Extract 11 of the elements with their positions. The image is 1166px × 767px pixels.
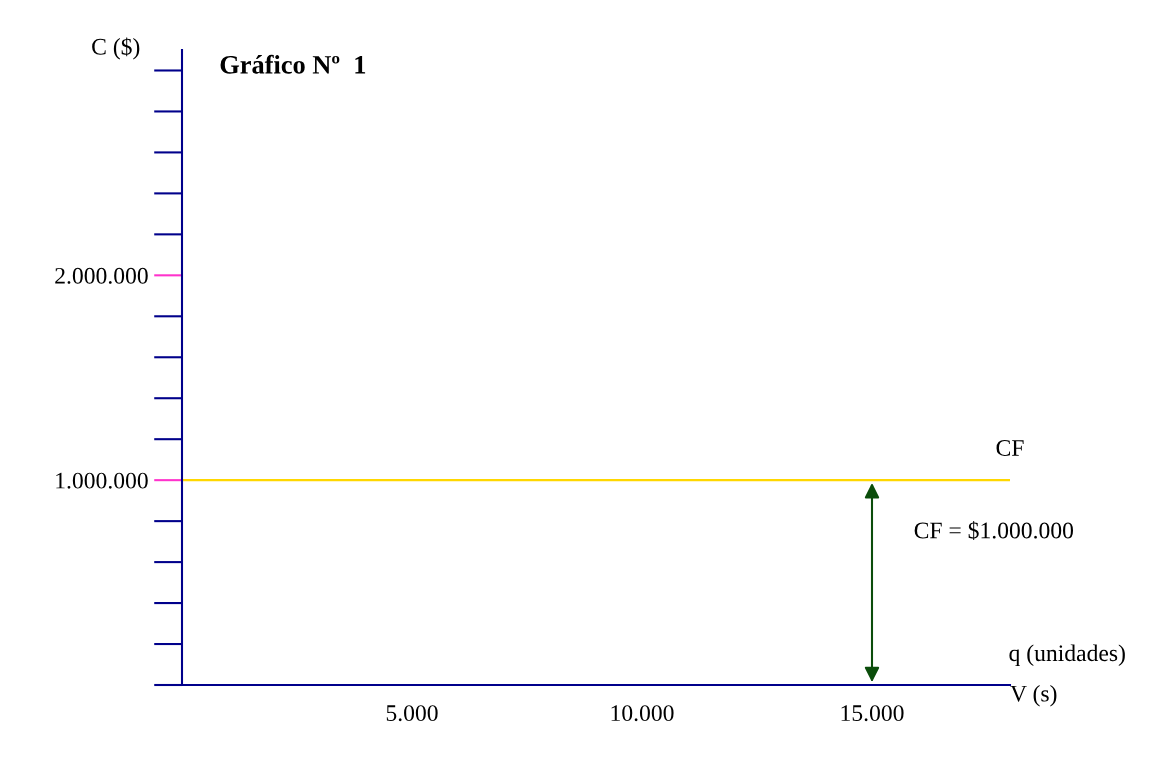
series-label: CF bbox=[996, 440, 1024, 456]
x-tick-label: 5.000 bbox=[386, 705, 438, 722]
annotation: V (s) bbox=[1010, 685, 1057, 707]
x-tick-label: 15.000 bbox=[841, 705, 904, 722]
y-tick-label: 2.000.000 bbox=[55, 267, 148, 284]
chart-title: Gráfico Nº 1 bbox=[220, 54, 366, 74]
x-tick-label: 10.000 bbox=[611, 705, 674, 722]
y-tick-label: 1.000.000 bbox=[56, 472, 148, 489]
y-axis-title: C ($) bbox=[92, 37, 140, 60]
annotation: CF = $1.000.000 bbox=[914, 521, 1074, 541]
x-axis-title: q (unidades) bbox=[1009, 644, 1125, 666]
